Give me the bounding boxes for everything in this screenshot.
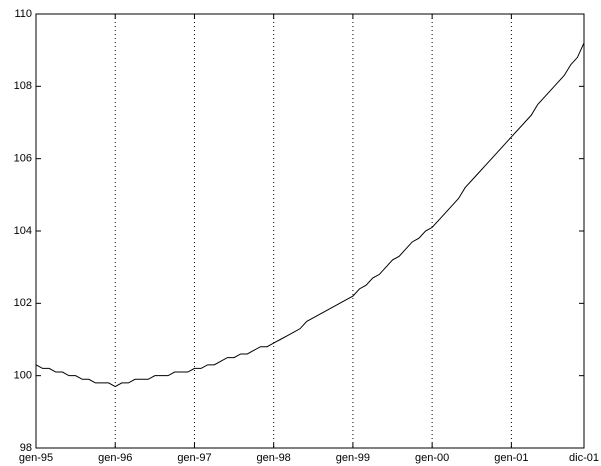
- x-tick-label: gen-98: [257, 452, 291, 464]
- y-tick-label: 108: [14, 80, 32, 92]
- y-tick-label: 102: [14, 297, 32, 309]
- x-tick-label: dic-01: [569, 452, 599, 464]
- x-tick-label: gen-97: [177, 452, 211, 464]
- y-tick-label: 98: [20, 442, 32, 454]
- y-tick-label: 110: [14, 8, 32, 20]
- y-tick-label: 106: [14, 153, 32, 165]
- x-tick-label: gen-01: [494, 452, 528, 464]
- x-tick-label: gen-99: [336, 452, 370, 464]
- plot-frame: [35, 13, 585, 449]
- data-line: [35, 42, 585, 388]
- x-tick-label: gen-96: [98, 452, 132, 464]
- x-tick-label: gen-95: [19, 452, 53, 464]
- x-tick-label: gen-00: [415, 452, 449, 464]
- y-tick-label: 100: [14, 370, 32, 382]
- y-tick-label: 104: [14, 225, 32, 237]
